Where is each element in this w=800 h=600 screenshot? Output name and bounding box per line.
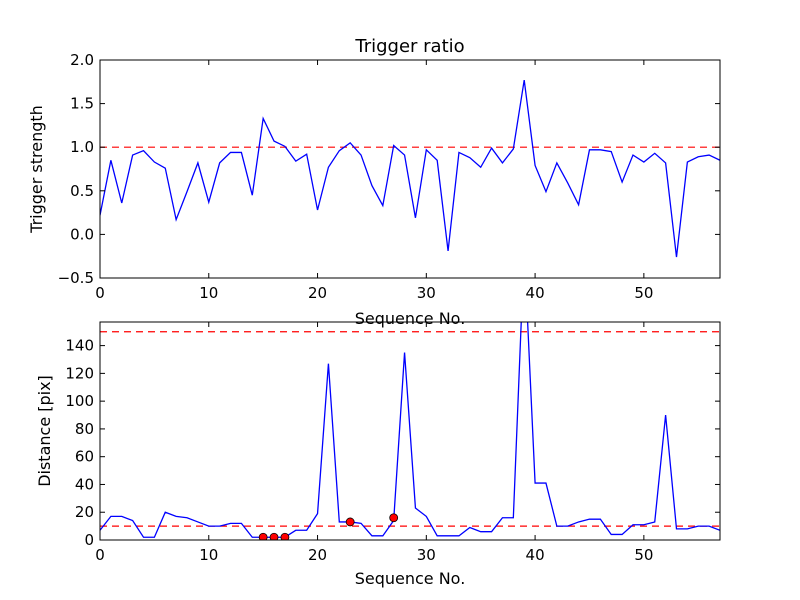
y-tick-label: 0.5 <box>70 182 94 200</box>
y-axis-label: Trigger strength <box>27 105 46 234</box>
axes-frame <box>99 321 721 541</box>
y-tick-label: 120 <box>65 364 94 382</box>
chart-title: Trigger ratio <box>354 36 464 57</box>
x-tick-label: 40 <box>526 284 545 302</box>
x-tick-label: 30 <box>417 284 436 302</box>
x-tick-label: 20 <box>308 546 327 564</box>
series-line <box>100 322 720 538</box>
x-axis-label: Sequence No. <box>355 569 466 588</box>
y-tick-label: 140 <box>65 337 94 355</box>
x-tick-label: 50 <box>634 284 653 302</box>
y-tick-label: −0.5 <box>58 269 94 287</box>
scatter-point <box>258 532 268 540</box>
x-tick-label: 40 <box>526 546 545 564</box>
x-tick-label: 30 <box>417 546 436 564</box>
x-tick-label: 0 <box>95 546 105 564</box>
y-tick-label: 2.0 <box>70 51 94 69</box>
y-tick-label: 60 <box>75 448 94 466</box>
y-tick-label: 80 <box>75 420 94 438</box>
x-tick-label: 50 <box>634 546 653 564</box>
x-axis-label: Sequence No. <box>355 309 466 328</box>
x-tick-label: 20 <box>308 284 327 302</box>
scatter-point <box>280 532 290 540</box>
series-line <box>100 79 720 258</box>
y-tick-label: 1.0 <box>70 138 94 156</box>
x-tick-label: 10 <box>199 284 218 302</box>
scatter-point <box>269 532 279 540</box>
x-tick-label: 10 <box>199 546 218 564</box>
y-tick-label: 40 <box>75 475 94 493</box>
scatter-point <box>345 517 355 527</box>
scatter-point <box>389 513 399 523</box>
y-tick-label: 100 <box>65 392 94 410</box>
y-tick-label: 0 <box>84 531 94 549</box>
y-tick-label: 20 <box>75 503 94 521</box>
y-tick-label: 1.5 <box>70 95 94 113</box>
trigger-ratio-axes: Trigger ratio 0 10 20 30 40 50 −0.5 0.0 0.5 1.0 1.… <box>27 36 721 328</box>
distance-axes: 0 10 20 30 40 50 0 20 40 60 80 100 120 140 Sequence N… <box>35 321 721 588</box>
x-tick-label: 0 <box>95 284 105 302</box>
y-axis-label: Distance [pix] <box>35 375 54 487</box>
axes-frame <box>99 59 721 279</box>
y-tick-label: 0.0 <box>70 225 94 243</box>
